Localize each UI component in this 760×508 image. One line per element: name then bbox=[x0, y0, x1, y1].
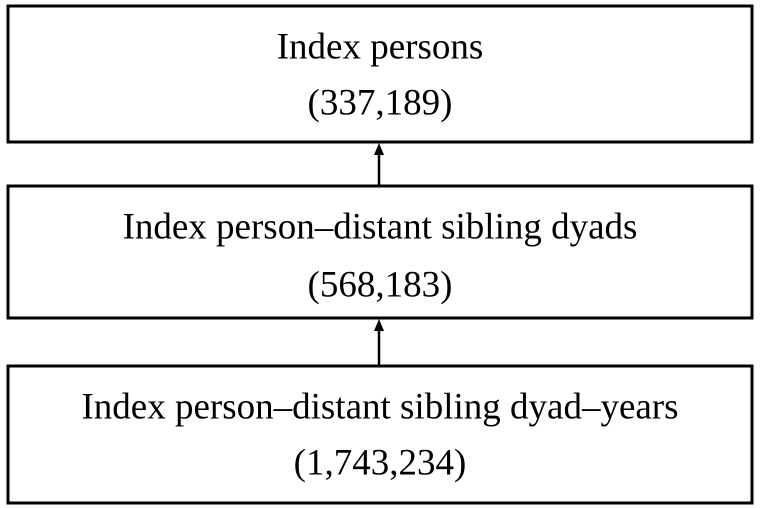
node-count: (568,183) bbox=[308, 264, 453, 305]
node-label: Index person–distant sibling dyads bbox=[123, 206, 638, 247]
node-count: (337,189) bbox=[308, 82, 453, 123]
node-count: (1,743,234) bbox=[294, 442, 467, 483]
node-box: Index person–distant sibling dyad–years … bbox=[6, 364, 754, 505]
arrow-head bbox=[374, 319, 384, 331]
node-box: Index person–distant sibling dyads (568,… bbox=[6, 184, 754, 320]
box bbox=[6, 184, 754, 320]
node-label: Index persons bbox=[277, 26, 484, 67]
box bbox=[6, 4, 754, 144]
node-box: Index persons (337,189) bbox=[6, 4, 754, 144]
arrow-head bbox=[374, 143, 384, 155]
node-label: Index person–distant sibling dyad–years bbox=[81, 386, 678, 427]
arrow bbox=[374, 143, 384, 186]
arrow bbox=[374, 319, 384, 366]
